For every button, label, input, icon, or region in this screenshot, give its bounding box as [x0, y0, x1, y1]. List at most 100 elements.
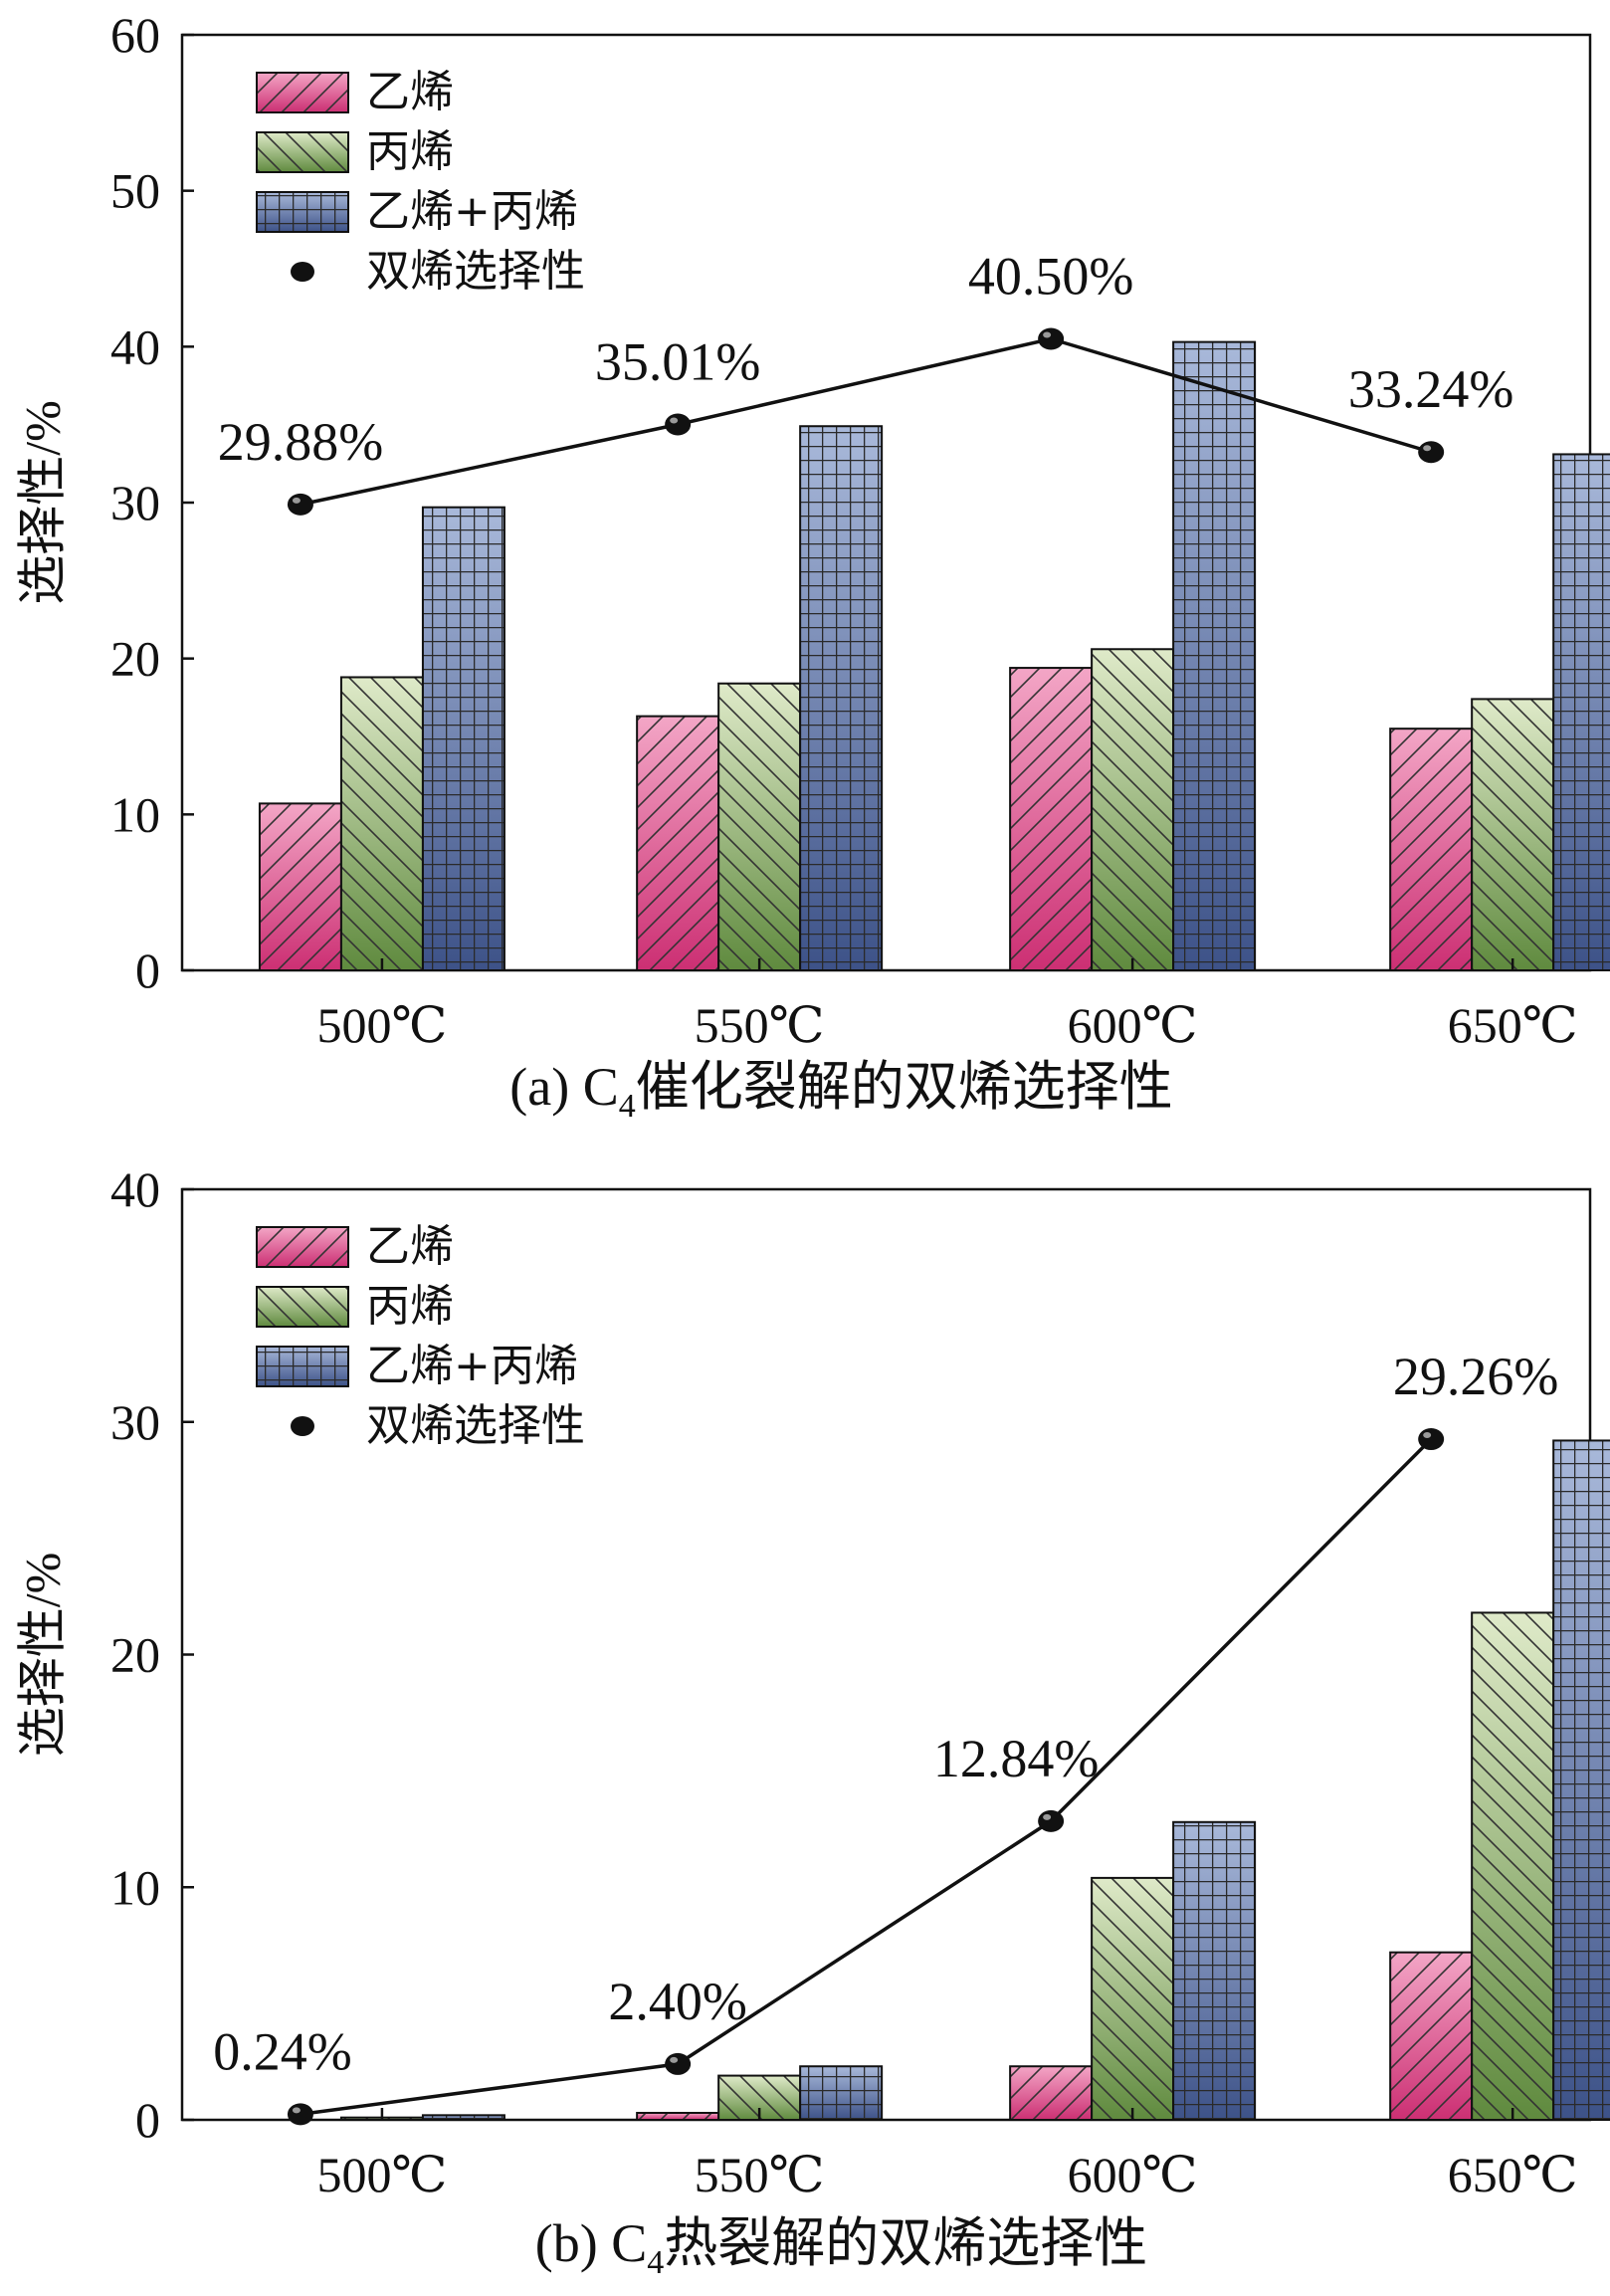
marker-highlight: [1043, 1813, 1052, 1820]
marker: [1418, 441, 1445, 464]
legend-label: 乙烯+丙烯: [366, 186, 578, 237]
marker: [287, 2103, 313, 2126]
x-tick-label: 500℃: [316, 2147, 447, 2202]
y-tick-label: 0: [135, 942, 160, 998]
bar-丙烯-600℃: [1091, 1876, 1175, 2122]
selectivity-point: [1038, 1809, 1065, 1832]
bar-pattern: [1009, 2065, 1094, 2122]
legend-label: 乙烯: [366, 1221, 454, 1272]
y-axis-title: 选择性/%: [14, 400, 70, 605]
legend-item: 双烯选择性: [291, 246, 585, 297]
marker-highlight: [1043, 331, 1052, 338]
y-tick-label: 20: [110, 1627, 160, 1683]
x-tick-label: 550℃: [695, 997, 825, 1053]
bar-乙烯-550℃: [636, 715, 720, 972]
bar-乙烯+丙烯-550℃: [799, 425, 884, 971]
bar-pattern: [421, 506, 505, 971]
bar-乙烯+丙烯-500℃: [421, 2114, 505, 2121]
y-tick-label: 20: [110, 631, 160, 687]
legend-swatch: [256, 72, 349, 113]
chart-a: 0 10 20 30 40 50 60 选择性/% 500℃ 550℃ 600℃ 650℃ 29.88%…: [14, 7, 1610, 1125]
marker: [1038, 327, 1065, 350]
marker-highlight: [670, 2056, 679, 2063]
legend-swatch: [256, 191, 349, 233]
bar-丙烯-600℃: [1091, 648, 1175, 971]
legend-label: 乙烯+丙烯: [366, 1341, 578, 1391]
legend-swatch: [256, 1286, 349, 1328]
caption-subscript: 4: [619, 1088, 636, 1125]
bar-pattern: [1091, 648, 1175, 971]
selectivity-line: [300, 1437, 1433, 2117]
y-tick-label: 30: [110, 475, 160, 530]
caption-prefix: (b) C: [535, 2213, 647, 2273]
marker-highlight: [1423, 1432, 1432, 1439]
legend-label: 丙烯: [366, 1281, 454, 1332]
legend-item: 双烯选择性: [291, 1400, 585, 1451]
bar-pattern: [1471, 698, 1555, 972]
x-tick-label: 600℃: [1068, 997, 1198, 1053]
selectivity-point: [1038, 327, 1065, 350]
legend-item: 乙烯+丙烯: [256, 1341, 578, 1391]
bar-pattern: [1091, 1876, 1175, 2122]
selectivity-line: [300, 336, 1432, 507]
legend-marker: [291, 1416, 314, 1436]
caption-suffix: 热裂解的双烯选择性: [664, 2213, 1147, 2273]
marker: [665, 2052, 692, 2075]
selectivity-label: 29.88%: [218, 412, 383, 472]
bar-丙烯-550℃: [717, 682, 802, 971]
legend-label: 丙烯: [366, 126, 454, 177]
marker-highlight: [292, 497, 301, 504]
bar-乙烯-600℃: [1009, 667, 1094, 971]
selectivity-point: [1418, 441, 1445, 464]
legend-swatch: [256, 131, 349, 173]
bar-pattern: [799, 425, 884, 971]
bar-pattern: [1389, 1951, 1474, 2121]
selectivity-label: 29.26%: [1393, 1347, 1558, 1406]
x-tick-label: 500℃: [316, 997, 447, 1053]
marker: [665, 413, 692, 436]
bar-乙烯-600℃: [1009, 2065, 1094, 2122]
bar-丙烯-650℃: [1471, 698, 1555, 972]
bar-丙烯-650℃: [1471, 1611, 1555, 2122]
bar-pattern: [799, 2065, 884, 2122]
caption-prefix: (a) C: [509, 1057, 618, 1117]
bar-乙烯+丙烯-600℃: [1172, 340, 1257, 971]
caption-subscript: 4: [647, 2244, 664, 2281]
bar-乙烯+丙烯-550℃: [799, 2065, 884, 2122]
bar-乙烯-650℃: [1389, 728, 1474, 972]
legend-item: 乙烯+丙烯: [256, 186, 578, 237]
bar-pattern: [339, 676, 424, 971]
chart-caption: (a) C4催化裂解的双烯选择性: [509, 1057, 1172, 1125]
bar-乙烯-550℃: [636, 2111, 720, 2122]
legend-label: 双烯选择性: [366, 1400, 585, 1451]
marker: [1418, 1428, 1445, 1451]
x-tick-label: 550℃: [695, 2147, 825, 2202]
selectivity-label: 0.24%: [213, 2021, 351, 2081]
bar-pattern: [1009, 667, 1094, 971]
selectivity-point: [665, 2052, 692, 2075]
marker-highlight: [292, 2107, 301, 2114]
y-tick-label: 50: [110, 163, 160, 219]
bar-pattern: [421, 2114, 505, 2121]
selectivity-label: 33.24%: [1348, 359, 1513, 419]
bar-pattern: [1471, 1611, 1555, 2122]
bar-pattern: [1552, 453, 1610, 971]
chart-b: 0 10 20 30 40 选择性/% 500℃ 550℃ 600℃ 650℃ 0.24% 2.40%…: [14, 1161, 1610, 2281]
marker-highlight: [1423, 445, 1432, 452]
bar-丙烯-500℃: [339, 676, 424, 971]
legend-swatch: [256, 1346, 349, 1387]
bar-乙烯+丙烯-600℃: [1172, 1820, 1257, 2122]
bar-pattern: [1172, 1820, 1257, 2122]
bar-乙烯+丙烯-650℃: [1552, 453, 1610, 971]
legend-item: 丙烯: [256, 126, 454, 177]
bar-pattern: [1552, 1439, 1610, 2121]
y-tick-label: 60: [110, 7, 160, 63]
y-tick-label: 40: [110, 318, 160, 374]
y-axis-title: 选择性/%: [14, 1553, 70, 1758]
legend-item: 乙烯: [256, 67, 454, 117]
selectivity-point: [665, 413, 692, 436]
bar-乙烯-500℃: [258, 802, 342, 971]
marker: [1038, 1809, 1065, 1832]
